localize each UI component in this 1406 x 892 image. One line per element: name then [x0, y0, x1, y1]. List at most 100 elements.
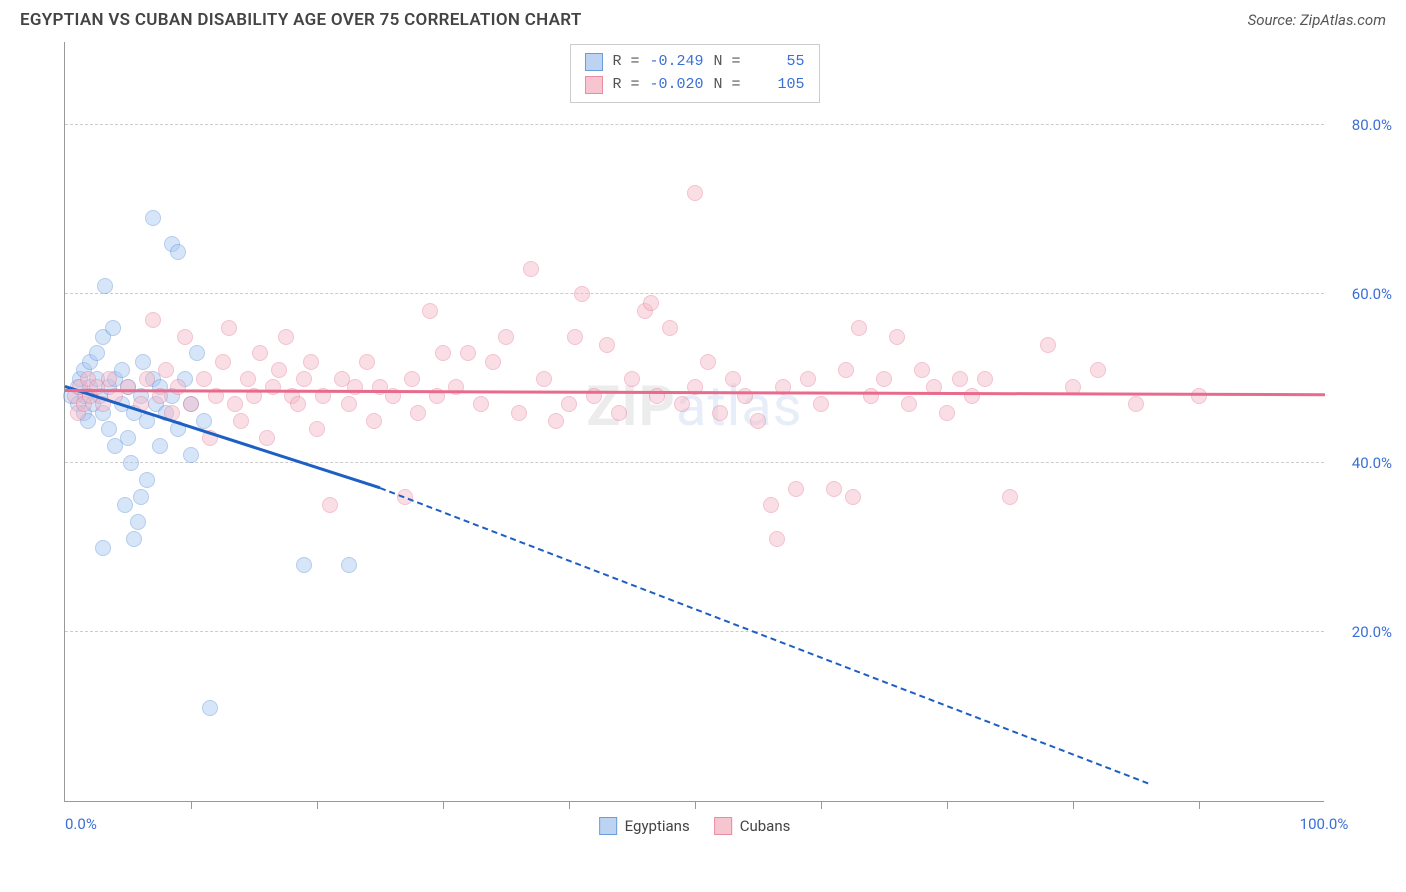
legend-swatch — [599, 817, 617, 835]
data-point — [347, 379, 363, 395]
gridline — [65, 293, 1324, 294]
data-point — [1191, 388, 1207, 404]
data-point — [788, 481, 804, 497]
data-point — [662, 320, 678, 336]
legend-label: Cubans — [740, 817, 791, 835]
data-point — [838, 362, 854, 378]
stat-n-label: N = — [714, 51, 741, 74]
data-point — [139, 371, 155, 387]
x-tick — [191, 801, 192, 809]
x-tick — [947, 801, 948, 809]
data-point — [120, 430, 136, 446]
data-point — [322, 497, 338, 513]
data-point — [135, 354, 151, 370]
data-point — [674, 396, 690, 412]
data-point — [189, 345, 205, 361]
data-point — [265, 379, 281, 395]
data-point — [889, 329, 905, 345]
data-point — [737, 388, 753, 404]
data-point — [977, 371, 993, 387]
data-point — [1128, 396, 1144, 412]
y-tick-label: 80.0% — [1332, 116, 1392, 134]
data-point — [89, 345, 105, 361]
legend-swatch — [714, 817, 732, 835]
legend-stats-box: R =-0.249N =55R =-0.020N =105 — [569, 44, 819, 103]
data-point — [460, 345, 476, 361]
data-point — [725, 371, 741, 387]
data-point — [120, 379, 136, 395]
data-point — [939, 405, 955, 421]
data-point — [341, 557, 357, 573]
chart-title: EGYPTIAN VS CUBAN DISABILITY AGE OVER 75… — [20, 10, 582, 30]
data-point — [341, 396, 357, 412]
gridline — [65, 631, 1324, 632]
data-point — [271, 362, 287, 378]
data-point — [196, 371, 212, 387]
data-point — [914, 362, 930, 378]
data-point — [233, 413, 249, 429]
x-tick — [1073, 801, 1074, 809]
data-point — [1002, 489, 1018, 505]
data-point — [183, 396, 199, 412]
data-point — [769, 531, 785, 547]
stat-r-value: -0.020 — [649, 74, 703, 97]
x-tick — [821, 801, 822, 809]
data-point — [422, 303, 438, 319]
data-point — [221, 320, 237, 336]
data-point — [473, 396, 489, 412]
data-point — [712, 405, 728, 421]
legend-swatch — [584, 53, 602, 71]
data-point — [101, 371, 117, 387]
data-point — [158, 362, 174, 378]
data-point — [366, 413, 382, 429]
data-point — [863, 388, 879, 404]
data-point — [227, 396, 243, 412]
data-point — [133, 489, 149, 505]
data-point — [97, 278, 113, 294]
data-point — [952, 371, 968, 387]
stat-n-value: 55 — [751, 51, 805, 74]
data-point — [548, 413, 564, 429]
data-point — [359, 354, 375, 370]
stat-r-value: -0.249 — [649, 51, 703, 74]
source-label: Source: ZipAtlas.com — [1248, 11, 1386, 29]
data-point — [687, 185, 703, 201]
data-point — [404, 371, 420, 387]
data-point — [599, 337, 615, 353]
data-point — [252, 345, 268, 361]
data-point — [117, 497, 133, 513]
data-point — [303, 354, 319, 370]
data-point — [901, 396, 917, 412]
plot-area: ZIPatlas R =-0.249N =55R =-0.020N =105 0… — [64, 42, 1324, 802]
data-point — [240, 371, 256, 387]
data-point — [435, 345, 451, 361]
data-point — [196, 413, 212, 429]
data-point — [145, 210, 161, 226]
x-axis-end-label: 100.0% — [1300, 815, 1349, 833]
data-point — [105, 320, 121, 336]
data-point — [485, 354, 501, 370]
legend-swatch — [584, 76, 602, 94]
data-point — [123, 455, 139, 471]
data-point — [170, 244, 186, 260]
legend-stats-row: R =-0.020N =105 — [584, 74, 804, 97]
data-point — [259, 430, 275, 446]
data-point — [202, 700, 218, 716]
data-point — [851, 320, 867, 336]
data-point — [296, 557, 312, 573]
data-point — [826, 481, 842, 497]
data-point — [611, 405, 627, 421]
data-point — [876, 371, 892, 387]
stat-n-value: 105 — [751, 74, 805, 97]
data-point — [574, 286, 590, 302]
data-point — [290, 396, 306, 412]
gridline — [65, 462, 1324, 463]
data-point — [845, 489, 861, 505]
data-point — [536, 371, 552, 387]
data-point — [95, 540, 111, 556]
gridline — [65, 124, 1324, 125]
data-point — [700, 354, 716, 370]
trend-line-dashed — [380, 487, 1149, 784]
x-tick — [695, 801, 696, 809]
data-point — [296, 371, 312, 387]
